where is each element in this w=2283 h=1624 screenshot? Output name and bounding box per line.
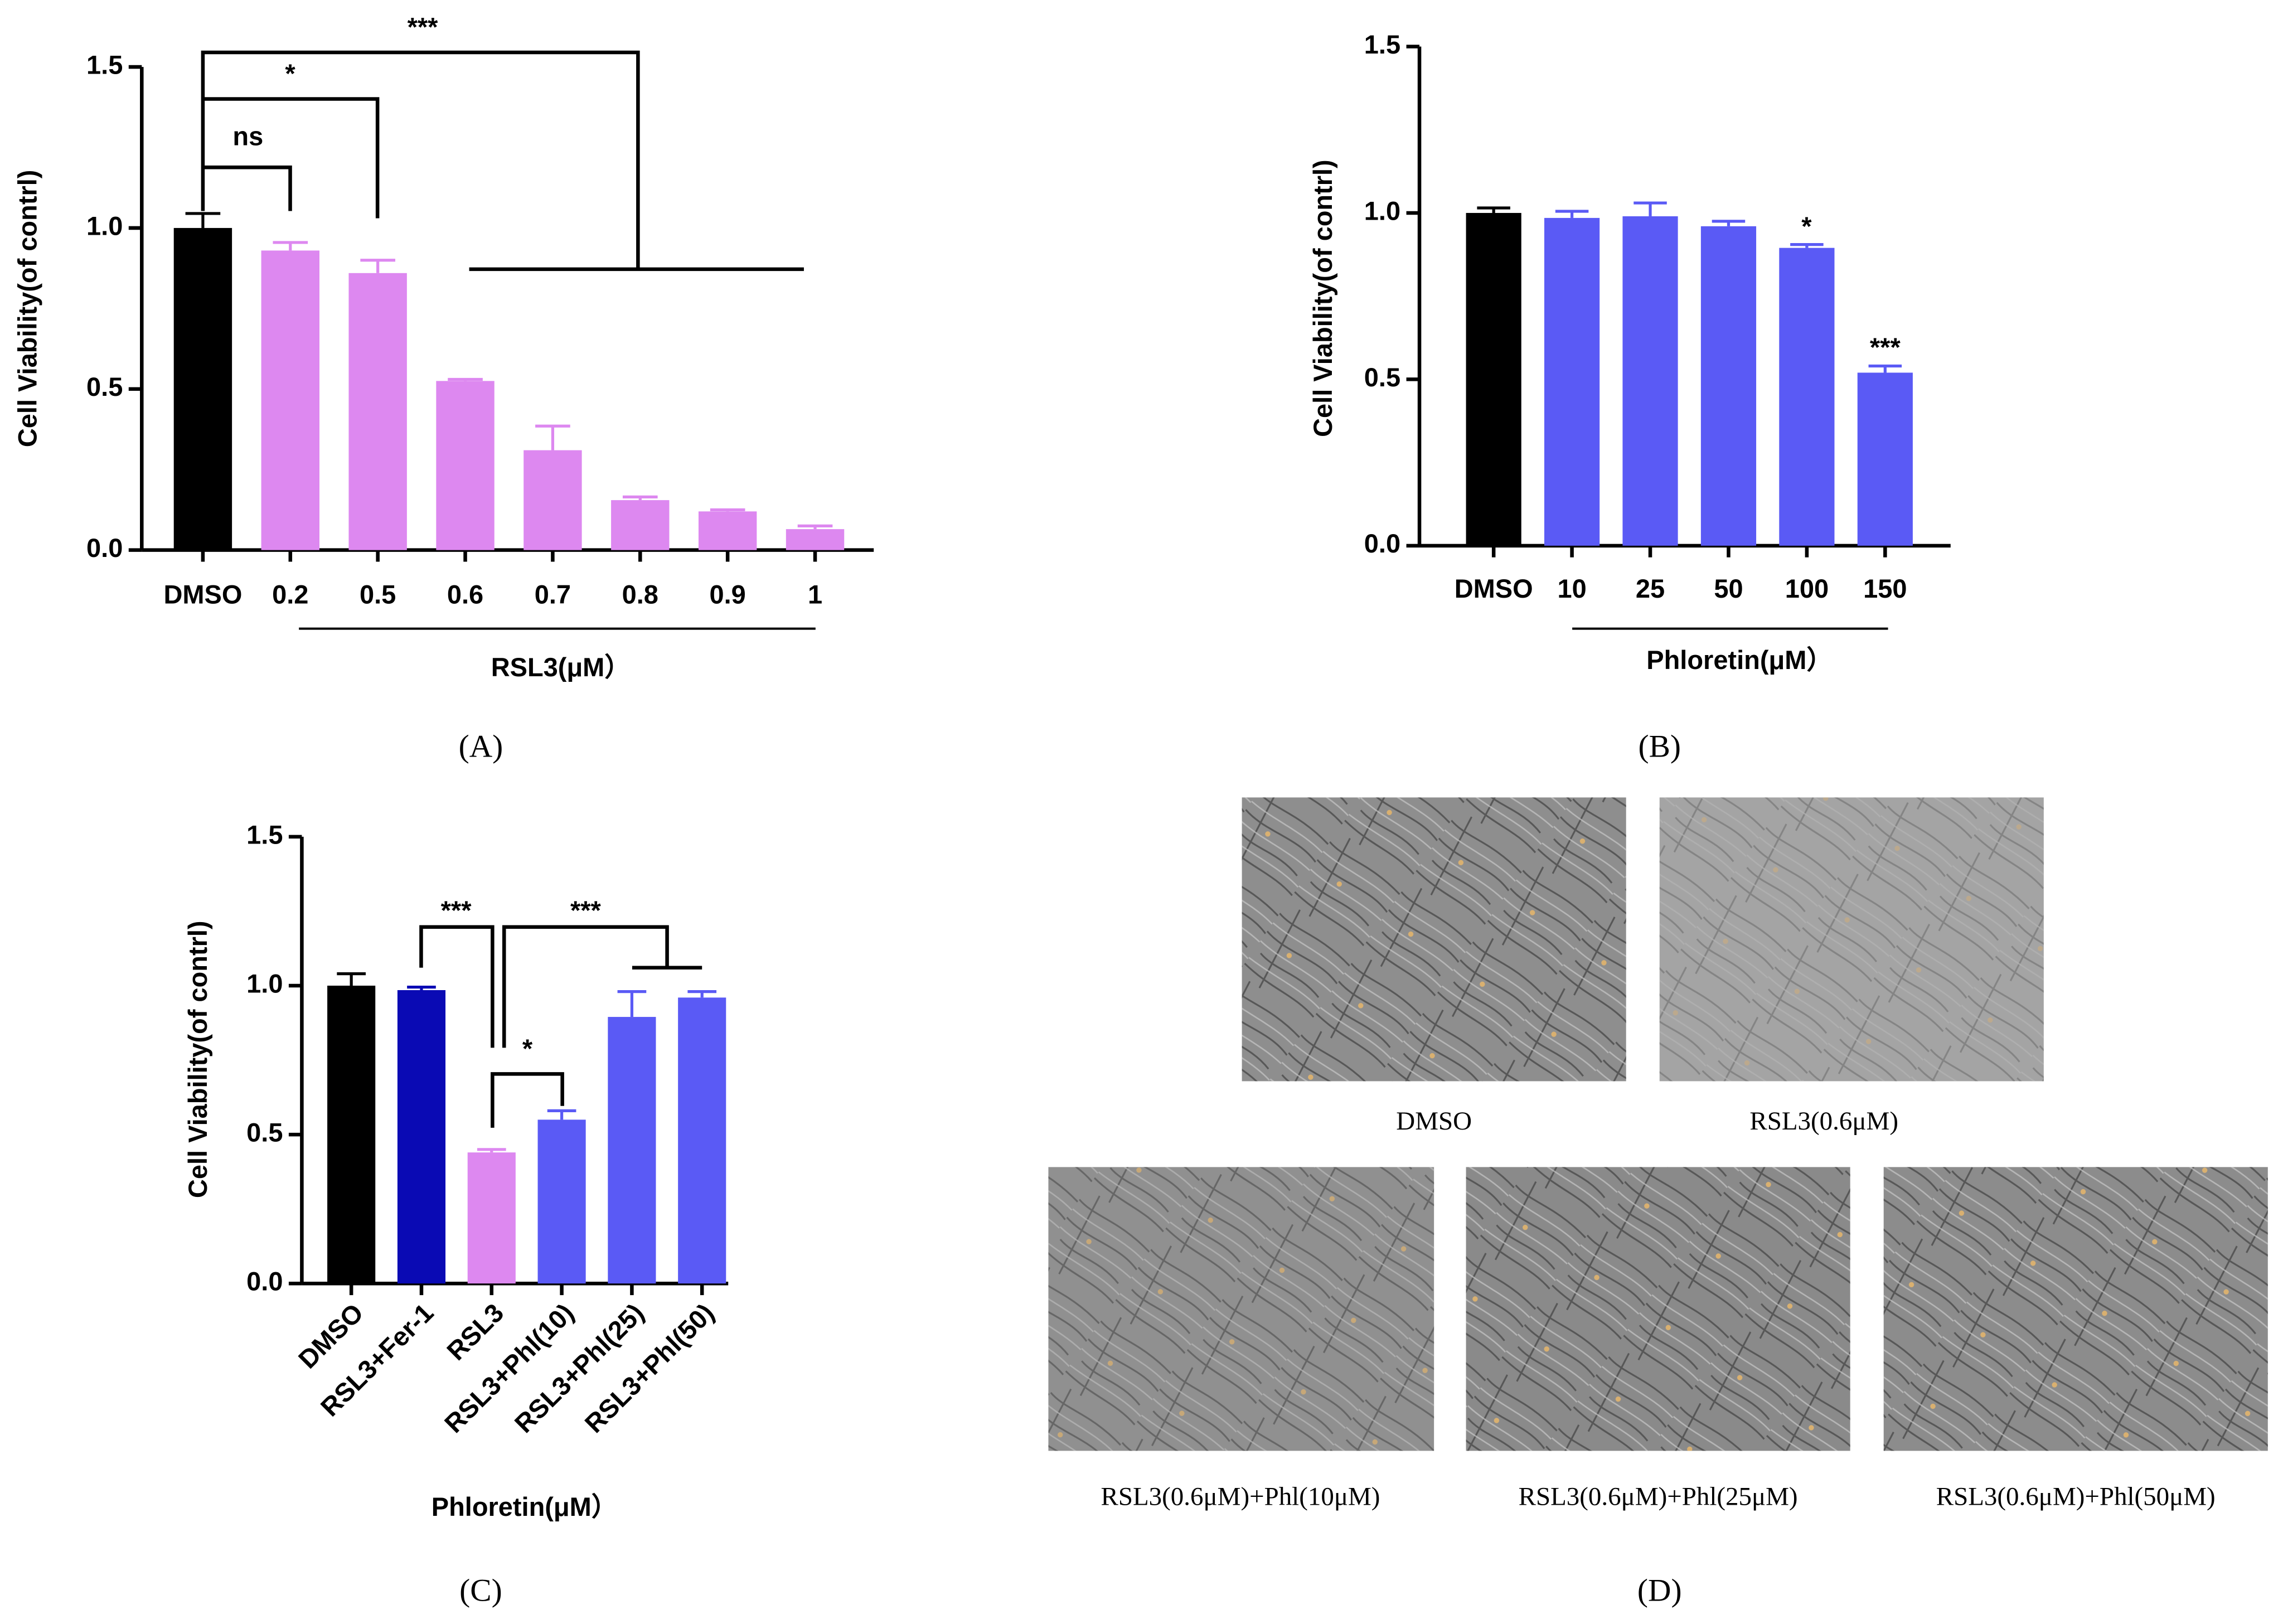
significance-label: *** xyxy=(1870,332,1901,362)
bar xyxy=(524,450,582,550)
micrograph xyxy=(1466,1167,1850,1451)
significance-bracket xyxy=(419,925,495,1048)
y-tick-label: 1.5 xyxy=(86,50,123,79)
significance-label: * xyxy=(522,1034,533,1063)
y-tick-label: 1.5 xyxy=(246,820,283,849)
panel-label: (D) xyxy=(1637,1573,1682,1608)
bar xyxy=(397,990,446,1284)
bar xyxy=(1544,217,1600,546)
x-tick-label: 0.6 xyxy=(447,580,483,609)
bar xyxy=(1779,248,1835,546)
x-tick-label: RSL3 xyxy=(441,1298,509,1366)
significance-label: * xyxy=(1801,211,1812,241)
y-axis-title: Cell Viability(of contrl) xyxy=(1308,159,1337,437)
significance-bracket xyxy=(202,165,292,211)
bar xyxy=(678,997,726,1284)
y-tick-label: 0.5 xyxy=(1364,362,1400,392)
x-tick-label: 0.7 xyxy=(535,580,571,609)
bar xyxy=(1622,216,1678,546)
caption: DMSO xyxy=(1396,1107,1472,1136)
y-tick-label: 0.0 xyxy=(86,533,123,563)
bar xyxy=(261,250,319,550)
x-tick-label: 0.2 xyxy=(272,580,308,609)
bar xyxy=(327,985,376,1284)
y-tick-label: 0.5 xyxy=(246,1118,283,1147)
x-axis-title: Phloretin(μM） xyxy=(1646,645,1833,675)
y-axis-title: Cell Viability(of contrl) xyxy=(183,920,212,1198)
bar xyxy=(173,227,232,550)
bar xyxy=(1466,212,1521,546)
y-tick-label: 1.0 xyxy=(1364,196,1400,225)
x-axis-title: Phloretin(μM） xyxy=(432,1492,618,1521)
micrograph xyxy=(1048,1167,1434,1451)
significance-bracket xyxy=(202,97,380,219)
micrograph xyxy=(1883,1167,2268,1451)
panel-label: (B) xyxy=(1638,729,1681,764)
x-tick-label: 50 xyxy=(1714,574,1743,603)
significance-label: ns xyxy=(232,121,263,151)
x-tick-label: 0.9 xyxy=(710,580,746,609)
x-tick-label: 150 xyxy=(1863,574,1907,603)
bar xyxy=(611,500,670,550)
bar xyxy=(1857,372,1913,546)
micrograph xyxy=(1242,797,1626,1082)
y-tick-label: 0.0 xyxy=(246,1267,283,1296)
panel-label: (A) xyxy=(459,729,503,764)
y-axis-title: Cell Viability(of contrl) xyxy=(13,170,42,448)
x-tick-label: DMSO xyxy=(1455,574,1533,603)
bar xyxy=(608,1017,656,1284)
x-axis-title: RSL3(μM） xyxy=(491,652,631,682)
x-tick-label: 0.5 xyxy=(360,580,396,609)
y-tick-label: 1.5 xyxy=(1364,30,1400,59)
x-tick-label: 0.8 xyxy=(622,580,658,609)
bar xyxy=(348,273,407,550)
y-tick-label: 1.0 xyxy=(246,968,283,998)
panel-label: (C) xyxy=(459,1573,502,1608)
bar xyxy=(467,1152,516,1284)
bar xyxy=(537,1119,586,1284)
caption: RSL3(0.6μM)+Phl(50μM) xyxy=(1936,1482,2216,1511)
x-tick-label: 100 xyxy=(1785,574,1829,603)
caption: RSL3(0.6μM)+Phl(25μM) xyxy=(1519,1482,1798,1511)
significance-bracket xyxy=(201,50,804,272)
x-tick-label: 1 xyxy=(808,580,822,609)
x-tick-label: 10 xyxy=(1557,574,1586,603)
y-tick-label: 0.5 xyxy=(86,372,123,401)
caption: RSL3(0.6μM)+Phl(10μM) xyxy=(1101,1482,1380,1511)
micrograph xyxy=(1659,797,2044,1082)
significance-bracket xyxy=(502,925,702,1048)
significance-label: *** xyxy=(408,12,439,42)
significance-label: * xyxy=(285,59,295,88)
y-tick-label: 0.0 xyxy=(1364,529,1400,558)
x-tick-label: 25 xyxy=(1636,574,1665,603)
panel-d: DMSO RSL3(0.6μM) RSL3(0.6μM)+Phl(10μM) R… xyxy=(1048,797,2268,1608)
bar xyxy=(698,511,757,550)
caption: RSL3(0.6μM) xyxy=(1749,1107,1898,1136)
significance-bracket xyxy=(491,1072,564,1128)
y-tick-label: 1.0 xyxy=(86,211,123,240)
significance-label: *** xyxy=(570,895,602,925)
bar xyxy=(786,529,845,550)
bar xyxy=(1700,226,1757,546)
x-tick-label: DMSO xyxy=(163,580,242,609)
bar xyxy=(436,381,495,550)
significance-label: *** xyxy=(441,895,472,925)
